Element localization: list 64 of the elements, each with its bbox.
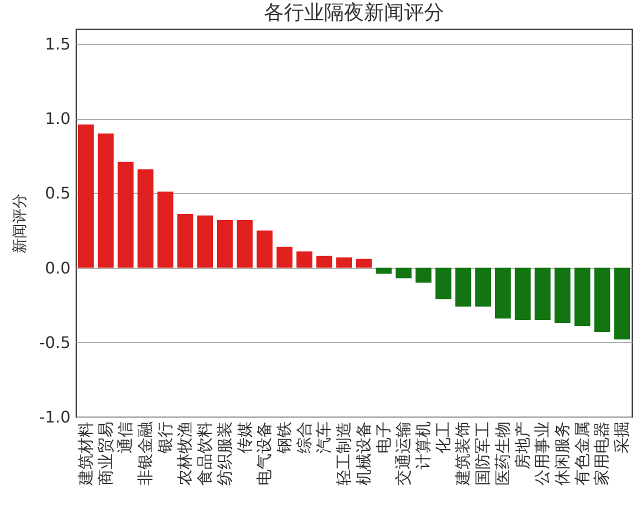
- x-tick-label: 房地产: [512, 422, 532, 470]
- x-tick-label: 公用事业: [532, 422, 552, 486]
- bar: [435, 268, 452, 300]
- bar: [554, 268, 570, 323]
- x-tick-label: 建筑装饰: [453, 422, 472, 486]
- bar: [574, 268, 590, 326]
- y-tick-label: -1.0: [39, 408, 70, 426]
- x-tick-label: 银行: [155, 422, 174, 454]
- bar: [614, 268, 630, 340]
- chart-title: 各行业隔夜新闻评分: [264, 0, 444, 24]
- bar: [256, 230, 273, 268]
- bar: [177, 214, 194, 268]
- y-tick-label: 1.0: [45, 109, 70, 128]
- bar: [356, 258, 372, 268]
- x-tick-label: 钢铁: [274, 422, 294, 454]
- bar: [216, 220, 233, 268]
- x-tick-label: 国防军工: [473, 422, 492, 486]
- x-tick-label: 综合: [294, 422, 314, 454]
- x-tick-label: 休闲服务: [552, 422, 572, 486]
- bar: [276, 246, 292, 268]
- bar: [138, 169, 154, 268]
- x-tick-label: 电子: [374, 422, 393, 454]
- x-tick-label: 电气设备: [254, 422, 274, 486]
- bar: [534, 268, 551, 320]
- bar: [416, 268, 432, 283]
- bar: [376, 268, 392, 274]
- bar: [494, 268, 511, 319]
- x-tick-label: 传媒: [234, 422, 254, 454]
- y-tick-label: 0.5: [45, 184, 70, 203]
- x-tick-label: 计算机: [414, 422, 432, 470]
- bar: [118, 162, 134, 268]
- x-tick-label: 食品饮料: [195, 422, 214, 486]
- x-tick-label: 建筑材料: [76, 422, 95, 486]
- x-tick-label: 家用电器: [592, 422, 612, 486]
- bar: [594, 268, 610, 332]
- x-tick-label: 非银金融: [136, 422, 154, 486]
- x-tick-label: 农林牧渔: [175, 422, 194, 486]
- x-tick-label: 医药生物: [492, 422, 512, 486]
- bar: [396, 268, 412, 278]
- x-tick-label: 有色金属: [572, 422, 592, 486]
- x-tick-label: 交通运输: [394, 422, 413, 486]
- x-tick-label: 汽车: [314, 422, 334, 454]
- bar: [236, 220, 253, 268]
- bar: [157, 192, 174, 268]
- bar: [455, 268, 472, 307]
- y-axis-title: 新闻评分: [10, 194, 28, 254]
- bar: [316, 256, 332, 268]
- x-tick-label: 轻工制造: [334, 422, 354, 486]
- bar: [98, 133, 114, 268]
- bar: [475, 268, 492, 307]
- bar: [296, 251, 312, 268]
- y-tick-label: 0.0: [45, 258, 70, 278]
- x-tick-label: 通信: [116, 422, 135, 454]
- bar: [78, 124, 94, 268]
- y-tick-label: -0.5: [39, 332, 70, 352]
- x-tick-label: 纺织服装: [214, 422, 234, 486]
- bar: [336, 257, 352, 268]
- y-tick-label: 1.5: [45, 34, 70, 54]
- x-tick-label: 采掘: [612, 422, 632, 454]
- bar: [197, 216, 214, 268]
- x-tick-label: 机械设备: [354, 422, 373, 486]
- x-tick-label: 化工: [433, 422, 452, 454]
- x-tick-label: 商业贸易: [96, 422, 115, 486]
- bar: [514, 268, 531, 320]
